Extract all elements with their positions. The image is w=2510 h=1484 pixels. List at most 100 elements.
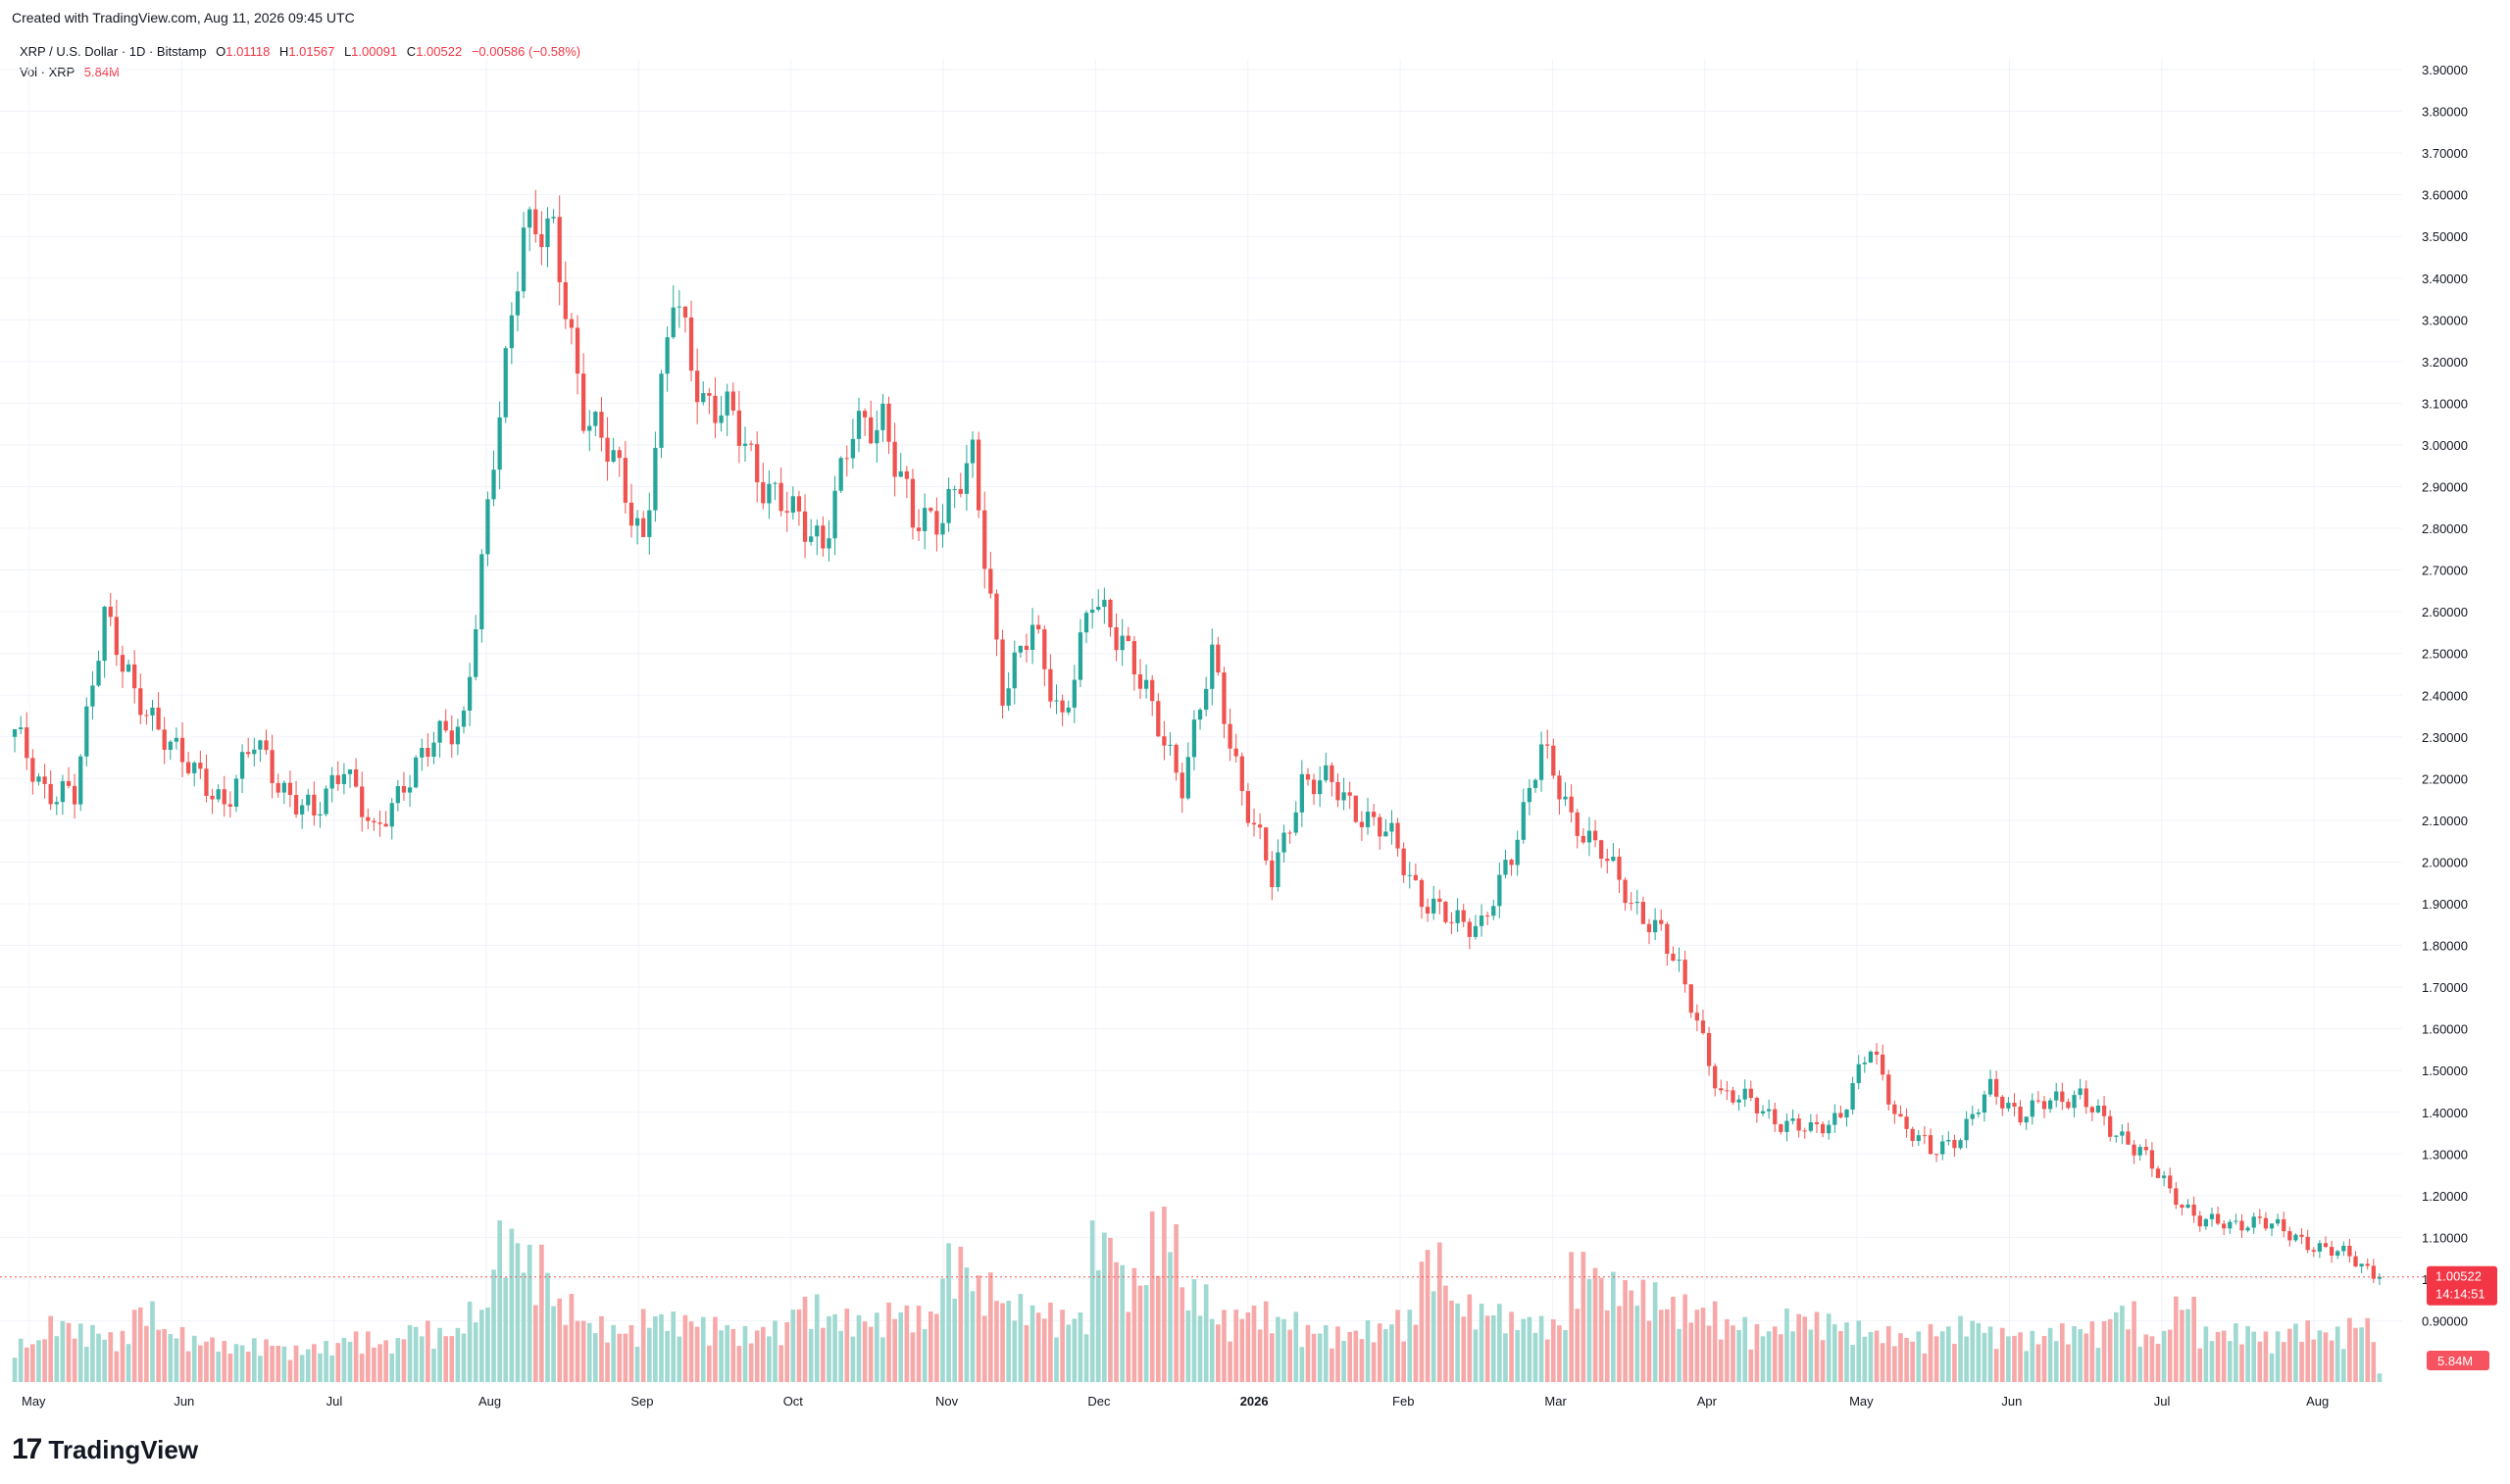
y-tick-label: 3.10000 bbox=[2422, 396, 2468, 411]
volume-bar bbox=[1197, 1315, 1203, 1382]
y-tick-label: 3.90000 bbox=[2422, 63, 2468, 77]
candle-body bbox=[474, 628, 478, 677]
volume-bar bbox=[222, 1341, 227, 1382]
volume-bar bbox=[2149, 1336, 2155, 1382]
candle-body bbox=[1916, 1135, 1921, 1142]
candle-body bbox=[204, 768, 209, 796]
volume-bar bbox=[66, 1322, 72, 1382]
volume-bar bbox=[1575, 1309, 1581, 1382]
candle-body bbox=[952, 488, 957, 490]
symbol-title[interactable]: XRP / U.S. Dollar · 1D · Bitstamp bbox=[20, 44, 207, 59]
candle-body bbox=[2137, 1147, 2142, 1156]
volume-bar bbox=[1928, 1323, 1933, 1382]
y-tick-label: 1.80000 bbox=[2422, 939, 2468, 954]
volume-bar bbox=[2174, 1296, 2179, 1382]
volume-bar bbox=[760, 1326, 766, 1382]
candle-body bbox=[2377, 1276, 2383, 1279]
volume-bar bbox=[551, 1306, 556, 1382]
volume-bar bbox=[341, 1337, 347, 1382]
candle-body bbox=[773, 482, 778, 484]
candle-body bbox=[1204, 688, 1209, 711]
candle-body bbox=[2041, 1101, 2047, 1110]
candle-body bbox=[1970, 1113, 1975, 1119]
y-tick-label: 2.30000 bbox=[2422, 730, 2468, 745]
candle-body bbox=[1634, 902, 1639, 904]
candle-body bbox=[1521, 802, 1526, 840]
candle-body bbox=[2191, 1204, 2196, 1216]
x-tick-label: 2026 bbox=[1240, 1394, 1269, 1409]
y-tick-label: 3.40000 bbox=[2422, 272, 2468, 286]
volume-bar bbox=[1694, 1310, 1700, 1382]
candle-body bbox=[2024, 1116, 2029, 1123]
volume-bar bbox=[1287, 1329, 1292, 1382]
candle-body bbox=[886, 403, 891, 442]
volume-bar bbox=[24, 1347, 29, 1382]
candle-body bbox=[414, 757, 419, 788]
volume-bar bbox=[1089, 1220, 1095, 1382]
candle-body bbox=[329, 774, 334, 789]
volume-bar bbox=[1305, 1324, 1311, 1382]
volume-bar bbox=[1760, 1336, 1766, 1382]
volume-bar bbox=[1330, 1348, 1334, 1382]
volume-bar bbox=[1527, 1316, 1532, 1382]
candle-body bbox=[713, 395, 718, 423]
candle-body bbox=[1779, 1124, 1783, 1132]
volume-bar bbox=[1191, 1279, 1197, 1382]
volume-bar bbox=[827, 1315, 831, 1382]
candle-body bbox=[1293, 812, 1298, 833]
volume-bar bbox=[509, 1228, 515, 1382]
candle-body bbox=[1341, 792, 1346, 801]
volume-bar bbox=[1964, 1336, 1969, 1382]
volume-bar bbox=[1790, 1331, 1795, 1382]
volume-bar bbox=[1449, 1300, 1454, 1382]
volume-bar bbox=[204, 1341, 209, 1382]
y-tick-label: 1.10000 bbox=[2422, 1230, 2468, 1245]
candle-body bbox=[1862, 1063, 1867, 1064]
volume-bar bbox=[1149, 1211, 1155, 1382]
time-axis: May Jun Jul Aug Sep Oct Nov Dec 2026 Feb Mar Apr May… bbox=[22, 1394, 2329, 1409]
candle-body bbox=[1330, 765, 1334, 782]
volume-label[interactable]: Vol · XRP bbox=[20, 65, 75, 79]
volume-bar bbox=[580, 1320, 586, 1382]
volume-bar bbox=[389, 1353, 395, 1382]
volume-bar bbox=[60, 1320, 66, 1382]
candle-body bbox=[1108, 599, 1113, 627]
volume-bar bbox=[599, 1315, 604, 1382]
candle-body bbox=[1449, 921, 1454, 923]
candle-body bbox=[1311, 779, 1317, 795]
volume-bar bbox=[1910, 1341, 1915, 1382]
candle-body bbox=[2185, 1204, 2190, 1209]
volume-bar bbox=[2317, 1330, 2323, 1382]
volume-bar bbox=[2113, 1311, 2119, 1382]
candle-body bbox=[335, 774, 340, 784]
candle-body bbox=[838, 458, 843, 491]
candle-body bbox=[1137, 674, 1143, 689]
candle-body bbox=[2047, 1100, 2053, 1110]
close-value: 1.00522 bbox=[416, 44, 463, 59]
volume-bar bbox=[1832, 1324, 1837, 1382]
candle-body bbox=[1185, 757, 1190, 799]
volume-bar bbox=[748, 1343, 754, 1382]
volume-bar bbox=[1665, 1309, 1670, 1382]
y-tick-label: 1.40000 bbox=[2422, 1106, 2468, 1120]
x-tick-label: May bbox=[1849, 1394, 1874, 1409]
candle-body bbox=[443, 720, 448, 731]
volume-bar bbox=[239, 1345, 245, 1382]
volume-bar bbox=[2221, 1330, 2227, 1382]
tradingview-brand[interactable]: 17 TradingView bbox=[12, 1433, 198, 1466]
candle-body bbox=[515, 291, 521, 316]
candle-body bbox=[725, 391, 729, 416]
candle-body bbox=[1982, 1094, 1987, 1113]
volume-bar bbox=[233, 1344, 239, 1382]
candle-body bbox=[66, 780, 72, 786]
candle-body bbox=[1305, 773, 1311, 780]
volume-bar bbox=[892, 1318, 897, 1382]
volume-bar bbox=[754, 1330, 760, 1382]
candle-body bbox=[587, 425, 592, 431]
candle-body bbox=[1832, 1113, 1837, 1125]
candle-body bbox=[312, 794, 317, 816]
volume-bar bbox=[1251, 1305, 1257, 1382]
volume-bar bbox=[784, 1321, 790, 1382]
candle-body bbox=[2066, 1102, 2071, 1109]
